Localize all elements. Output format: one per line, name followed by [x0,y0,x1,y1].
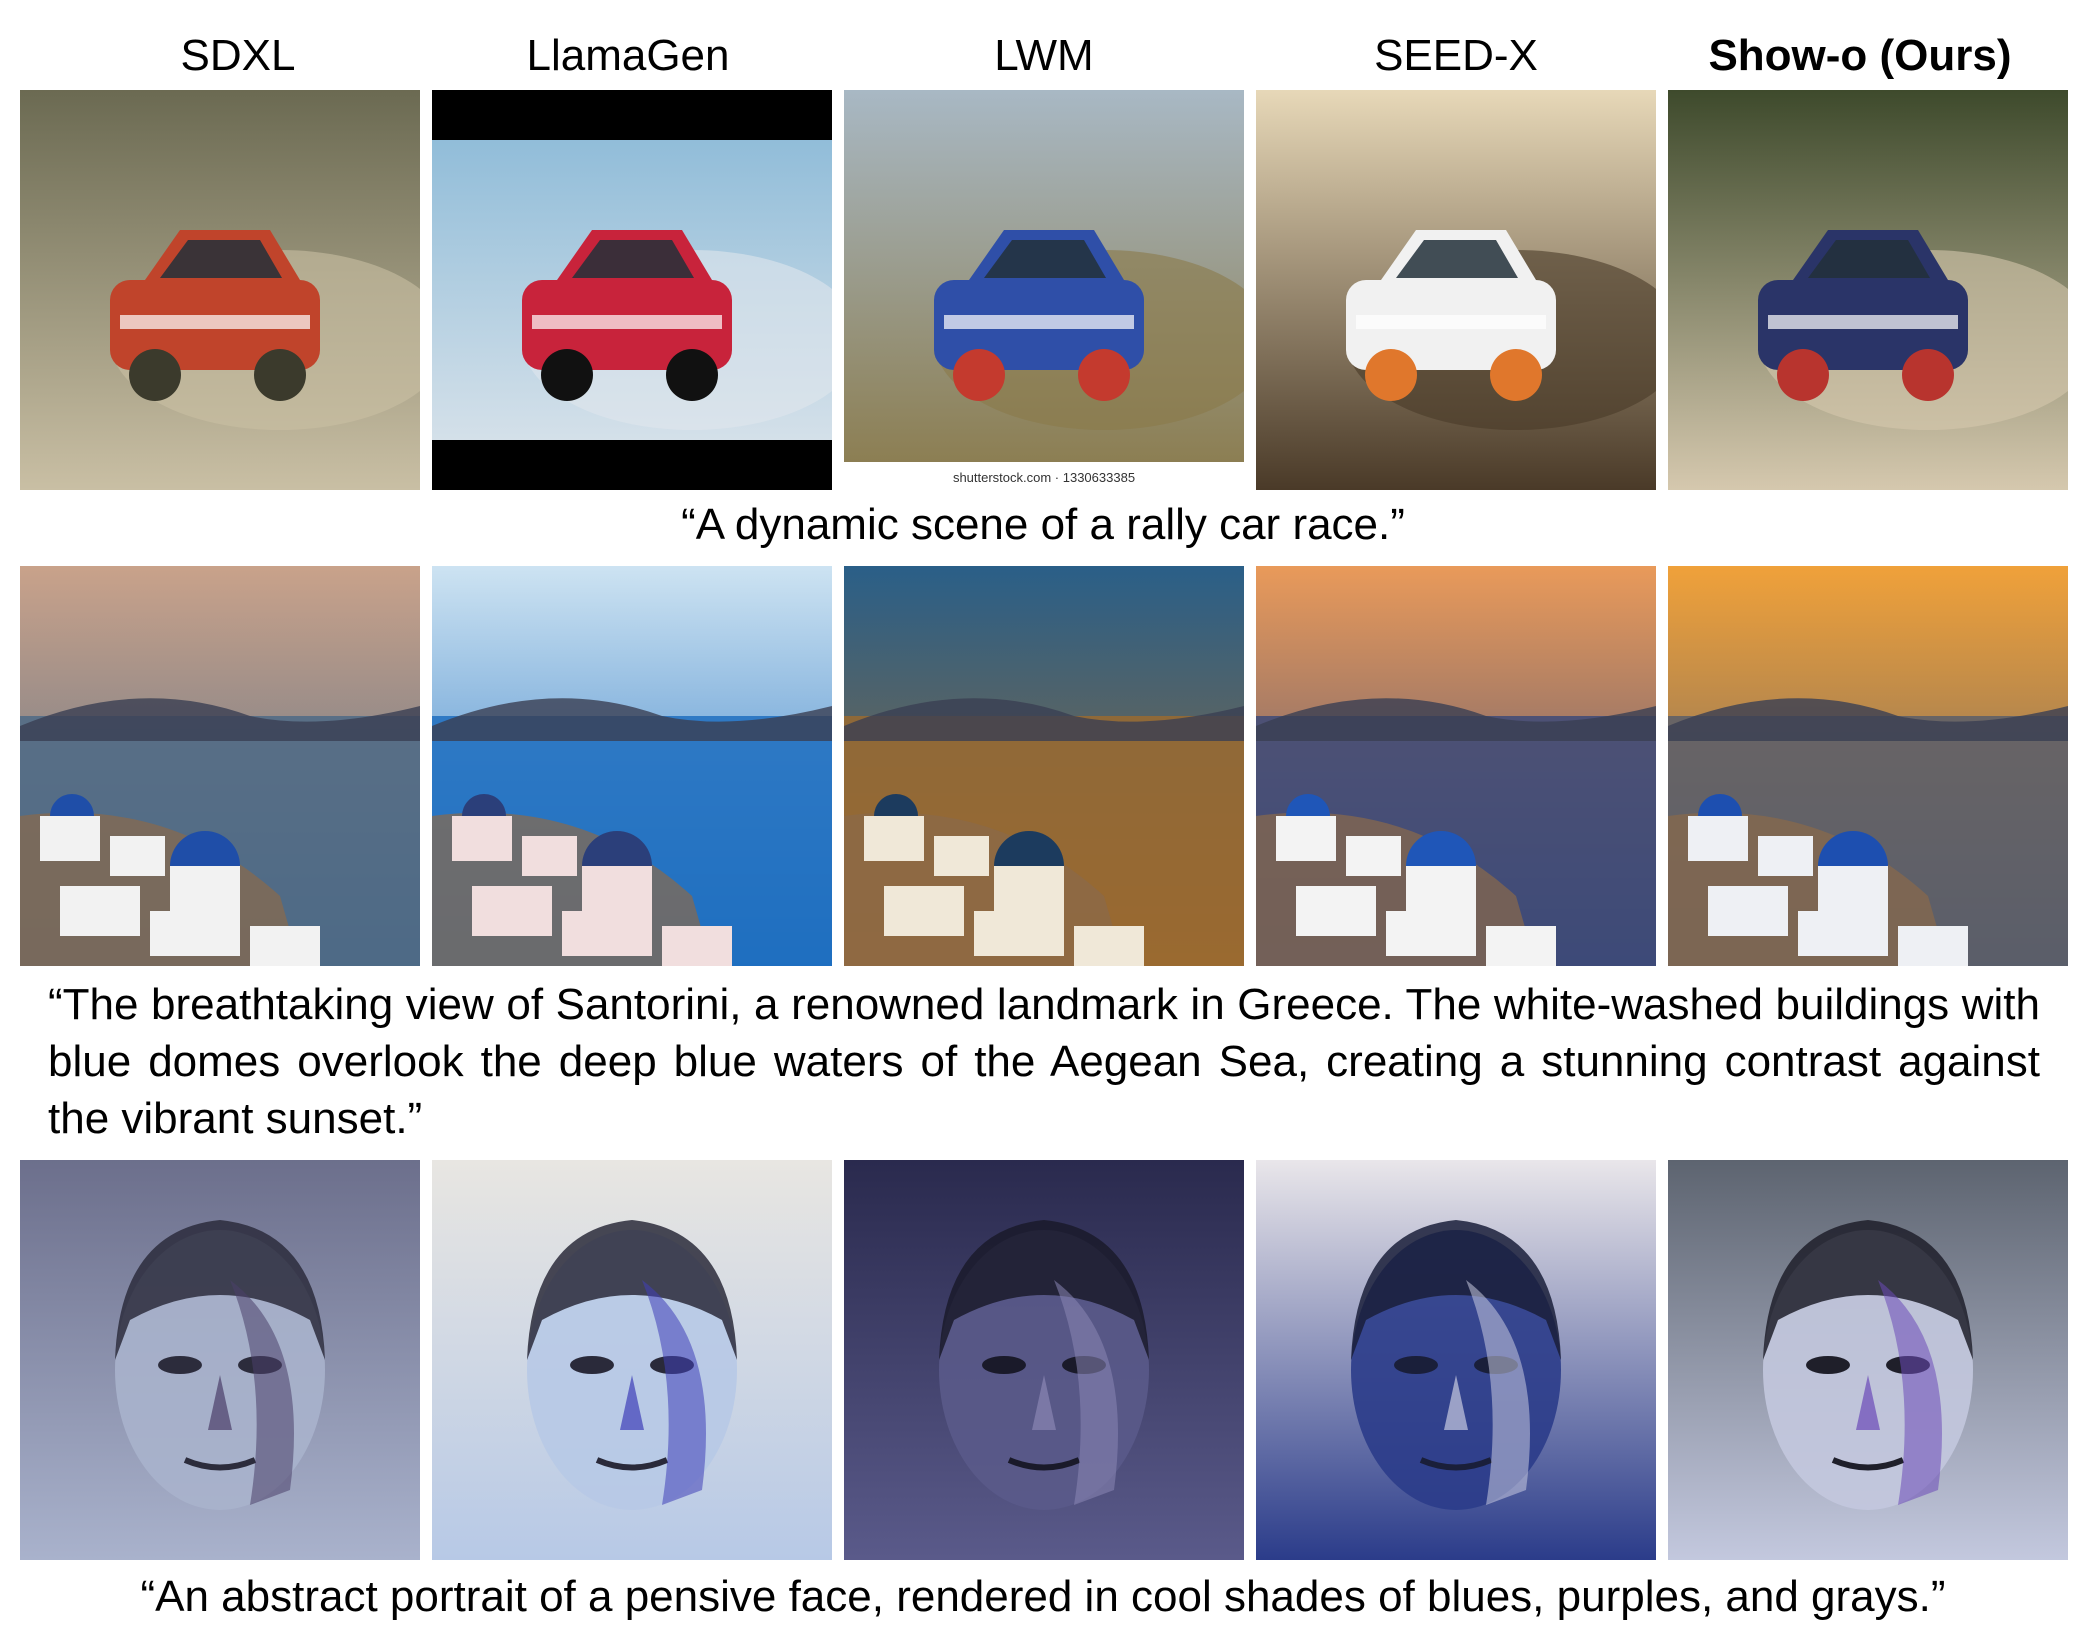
portrait-face [1351,1220,1561,1510]
caption-santorini: “The breathtaking view of Santorini, a r… [48,980,2040,1143]
image-santorini-sdxl [20,566,420,966]
column-header-sdxl: SDXL [180,31,296,80]
image-santorini-seed-x [1256,566,1656,966]
image-portrait-seed-x [1256,1160,1656,1560]
portrait-face [939,1220,1149,1510]
column-header-lwm: LWM [994,31,1094,80]
caption-portrait: “An abstract portrait of a pensive face,… [140,1572,1946,1621]
image-santorini-show-o [1668,566,2068,966]
watermark-text: shutterstock.com · 1330633385 [953,470,1135,485]
image-portrait-sdxl [20,1160,420,1560]
rally-car-shape [110,230,320,401]
santorini-buildings [844,794,1144,966]
portrait-face [115,1220,325,1510]
rally-car-shape [1758,230,1968,401]
santorini-buildings [432,794,732,966]
caption-rally: “A dynamic scene of a rally car race.” [681,500,1405,549]
image-rally-show-o [1668,90,2068,490]
rally-car-shape [1346,230,1556,401]
image-portrait-lwm [844,1160,1244,1560]
image-rally-lwm: shutterstock.com · 1330633385 [844,90,1244,490]
image-santorini-lwm [844,566,1244,966]
santorini-buildings [1668,794,1968,966]
column-header-llamagen: LlamaGen [526,31,730,80]
column-header-seed-x: SEED-X [1374,31,1538,80]
image-rally-seed-x [1256,90,1656,490]
image-rally-sdxl [20,90,420,490]
santorini-buildings [1256,794,1556,966]
column-header-show-o: Show-o (Ours) [1708,31,2012,80]
rally-car-shape [934,230,1144,401]
image-portrait-llamagen [432,1160,832,1560]
portrait-face [1763,1220,1973,1510]
image-portrait-show-o [1668,1160,2068,1560]
santorini-buildings [20,794,320,966]
image-rally-llamagen [432,90,832,490]
portrait-face [527,1220,737,1510]
rally-car-shape [522,230,732,401]
image-santorini-llamagen [432,566,832,966]
